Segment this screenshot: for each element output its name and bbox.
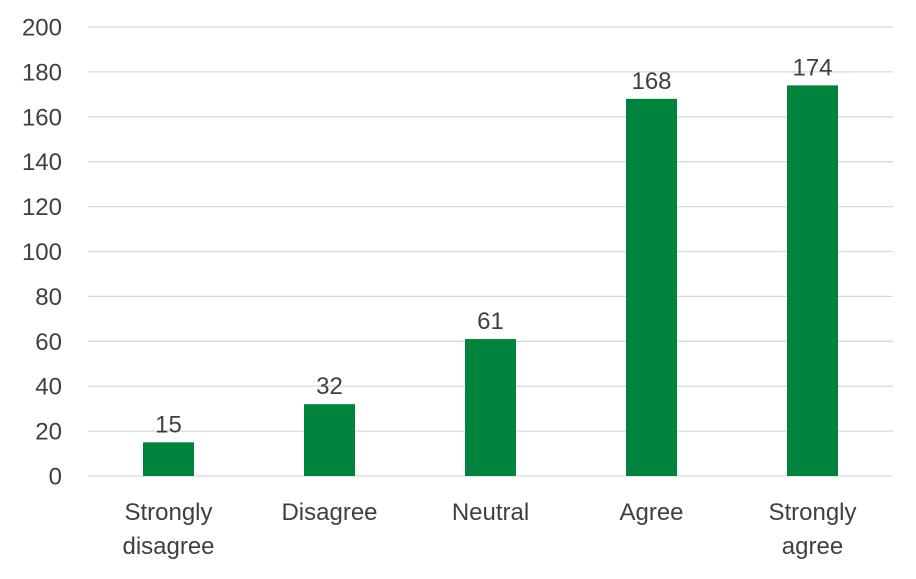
y-tick-label: 60: [35, 329, 62, 356]
x-tick-label: Disagree: [281, 499, 377, 526]
x-tick-label: Neutral: [452, 499, 529, 526]
x-tick-label: agree: [782, 533, 843, 560]
y-tick-label: 100: [22, 239, 62, 266]
data-label: 15: [155, 411, 182, 438]
y-tick-label: 140: [22, 149, 62, 176]
bar: [465, 339, 516, 476]
y-tick-label: 20: [35, 419, 62, 446]
data-label: 174: [792, 54, 832, 81]
gridlines: [88, 26, 893, 477]
data-labels: 15 32 61 168 174: [155, 54, 832, 438]
data-label: 61: [477, 308, 504, 335]
bar: [626, 98, 677, 476]
y-axis-ticks: 0 20 40 60 80 100 120 140 160 180 200: [22, 15, 62, 491]
y-tick-label: 160: [22, 104, 62, 131]
y-tick-label: 80: [35, 284, 62, 311]
bar: [304, 404, 355, 476]
x-tick-label: Strongly: [768, 499, 856, 526]
y-tick-label: 200: [22, 15, 62, 42]
y-tick-label: 180: [22, 59, 62, 86]
bar: [787, 85, 838, 477]
bar: [143, 442, 194, 476]
y-tick-label: 120: [22, 194, 62, 221]
data-label: 32: [316, 373, 343, 400]
x-tick-label: Strongly: [124, 499, 212, 526]
x-tick-label: disagree: [122, 533, 214, 560]
x-axis-ticks: Strongly disagree Disagree Neutral Agree Stro…: [122, 499, 856, 560]
y-tick-label: 0: [49, 464, 62, 491]
data-label: 168: [631, 68, 671, 95]
x-tick-label: Agree: [619, 499, 683, 526]
bars: [143, 85, 838, 477]
y-tick-label: 40: [35, 374, 62, 401]
